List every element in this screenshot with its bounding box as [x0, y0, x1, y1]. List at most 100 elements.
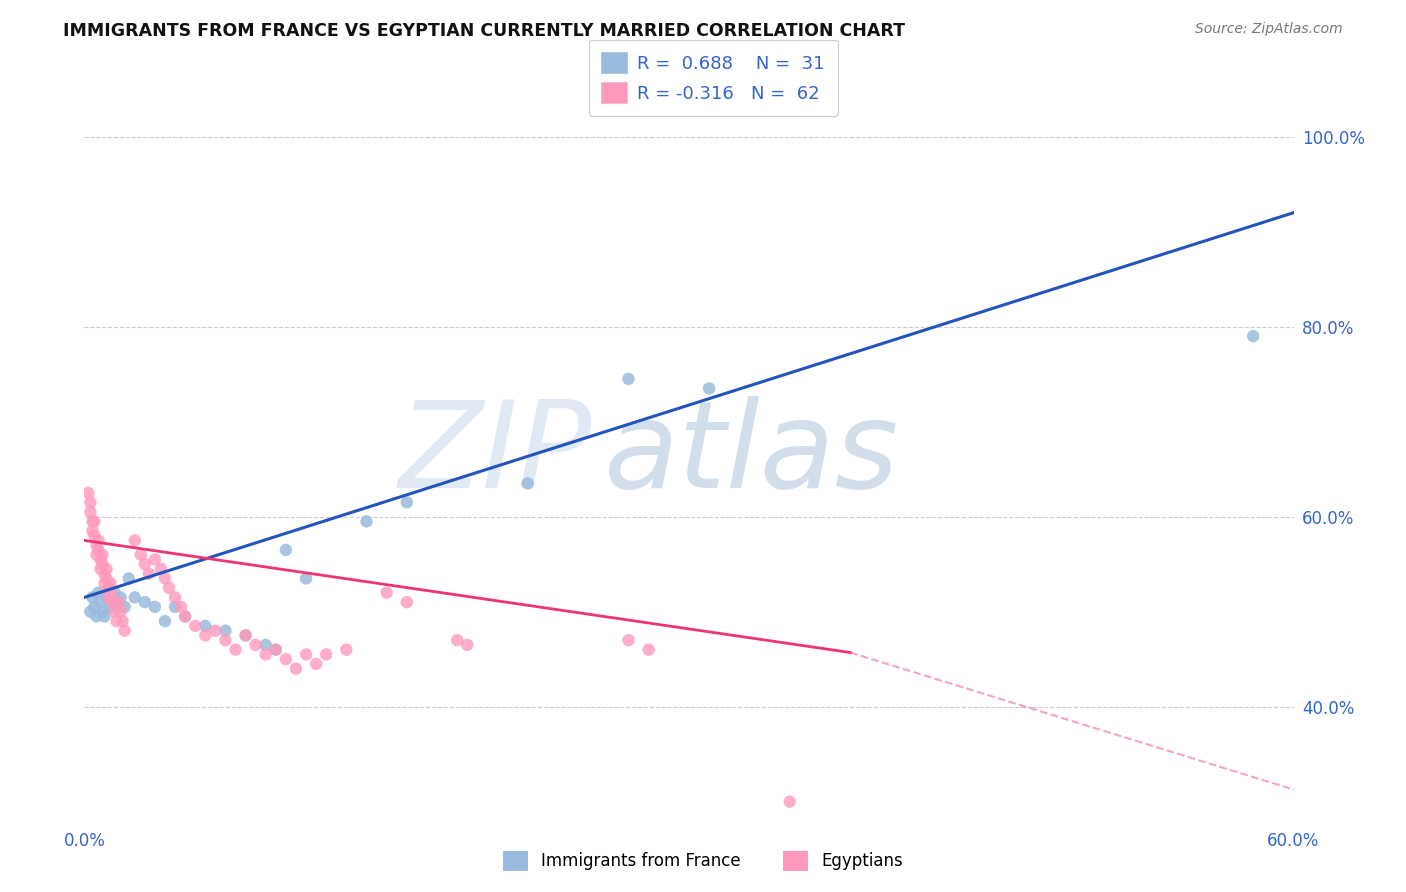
Point — [83, 599, 105, 614]
Point — [87, 585, 110, 599]
Point — [274, 652, 297, 666]
Point — [93, 609, 115, 624]
Point — [779, 795, 801, 809]
Point — [97, 591, 120, 605]
Point — [254, 648, 277, 662]
Point — [617, 372, 640, 386]
Point — [254, 638, 277, 652]
Point — [89, 595, 111, 609]
Point — [157, 581, 180, 595]
Point — [184, 619, 207, 633]
Point — [285, 662, 308, 676]
Point — [97, 581, 120, 595]
Point — [134, 557, 156, 571]
Point — [118, 571, 141, 585]
Point — [104, 585, 127, 599]
Point — [82, 591, 104, 605]
Point — [305, 657, 328, 671]
Point — [110, 605, 132, 619]
Point — [129, 548, 152, 562]
Point — [637, 642, 659, 657]
Point — [89, 552, 111, 566]
Point — [1241, 329, 1264, 343]
Point — [174, 609, 197, 624]
Point — [138, 566, 160, 581]
Point — [100, 576, 122, 591]
Point — [96, 562, 118, 576]
Point — [194, 619, 217, 633]
Legend: Immigrants from France, Egyptians: Immigrants from France, Egyptians — [495, 842, 911, 880]
Point — [97, 581, 120, 595]
Point — [114, 624, 136, 638]
Point — [153, 614, 176, 628]
Point — [214, 624, 236, 638]
Point — [235, 628, 257, 642]
Text: ZIP: ZIP — [399, 396, 592, 514]
Point — [274, 542, 297, 557]
Point — [104, 605, 127, 619]
Point — [225, 642, 247, 657]
Point — [214, 633, 236, 648]
Point — [79, 495, 101, 509]
Point — [105, 614, 128, 628]
Point — [100, 585, 122, 599]
Point — [235, 628, 257, 642]
Point — [86, 548, 108, 562]
Point — [315, 648, 337, 662]
Point — [356, 515, 378, 529]
Point — [456, 638, 478, 652]
Point — [87, 542, 110, 557]
Point — [264, 642, 287, 657]
Point — [375, 585, 398, 599]
Point — [91, 605, 114, 619]
Point — [110, 591, 132, 605]
Point — [96, 591, 118, 605]
Point — [153, 571, 176, 585]
Point — [204, 624, 226, 638]
Text: IMMIGRANTS FROM FRANCE VS EGYPTIAN CURRENTLY MARRIED CORRELATION CHART: IMMIGRANTS FROM FRANCE VS EGYPTIAN CURRE… — [63, 22, 905, 40]
Point — [446, 633, 468, 648]
Point — [516, 476, 538, 491]
Point — [79, 505, 101, 519]
Point — [83, 515, 105, 529]
Point — [335, 642, 357, 657]
Point — [124, 533, 146, 548]
Point — [114, 599, 136, 614]
Point — [86, 538, 108, 552]
Point — [165, 591, 187, 605]
Point — [101, 595, 124, 609]
Point — [245, 638, 267, 652]
Point — [86, 609, 108, 624]
Text: atlas: atlas — [605, 396, 900, 514]
Point — [82, 524, 104, 538]
Point — [170, 599, 193, 614]
Point — [264, 642, 287, 657]
Point — [395, 595, 418, 609]
Point — [134, 595, 156, 609]
Point — [83, 529, 105, 543]
Point — [79, 605, 101, 619]
Point — [91, 557, 114, 571]
Legend: R =  0.688    N =  31, R = -0.316   N =  62: R = 0.688 N = 31, R = -0.316 N = 62 — [589, 40, 838, 116]
Point — [91, 548, 114, 562]
Point — [143, 599, 166, 614]
Point — [96, 571, 118, 585]
Point — [111, 614, 134, 628]
Point — [105, 595, 128, 609]
Point — [295, 648, 318, 662]
Point — [87, 533, 110, 548]
Point — [617, 633, 640, 648]
Point — [149, 562, 172, 576]
Point — [124, 591, 146, 605]
Point — [165, 599, 187, 614]
Point — [82, 515, 104, 529]
Text: Source: ZipAtlas.com: Source: ZipAtlas.com — [1195, 22, 1343, 37]
Point — [93, 566, 115, 581]
Point — [93, 576, 115, 591]
Point — [89, 562, 111, 576]
Point — [100, 599, 122, 614]
Point — [143, 552, 166, 566]
Point — [395, 495, 418, 509]
Point — [194, 628, 217, 642]
Point — [174, 609, 197, 624]
